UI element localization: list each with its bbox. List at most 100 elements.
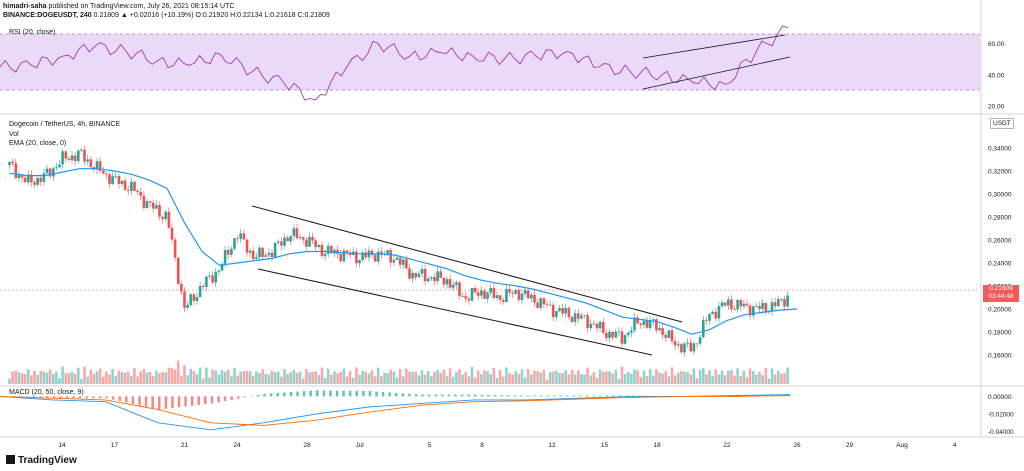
macd-histogram-bar — [513, 395, 516, 397]
candle-body — [586, 315, 589, 328]
volume-bar — [292, 369, 296, 384]
volume-bar — [192, 371, 196, 384]
candle-body — [455, 282, 458, 285]
candle-body — [467, 298, 471, 301]
y-tick-label: 60.00 — [988, 41, 1005, 48]
volume-bar — [139, 371, 142, 384]
volume-bar — [173, 369, 177, 384]
candle-body — [473, 288, 477, 293]
volume-bar — [242, 370, 246, 384]
volume-bar — [723, 375, 727, 384]
macd-histogram-bar — [579, 395, 582, 397]
publisher-name[interactable]: himadri-saha — [3, 3, 47, 10]
candle-body — [405, 259, 408, 269]
volume-bar — [564, 370, 567, 384]
candle-body — [36, 177, 39, 185]
volume-bar — [155, 370, 158, 384]
x-tick-label: 26 — [793, 442, 801, 449]
volume-bar — [689, 374, 693, 384]
x-tick-label: 12 — [548, 442, 556, 449]
volume-bar — [401, 376, 405, 384]
macd-histogram-bar — [599, 395, 602, 397]
volume-bar — [539, 372, 542, 384]
volume-bar — [142, 369, 146, 384]
volume-bar — [764, 368, 768, 384]
candle-body — [508, 289, 511, 293]
candles — [8, 145, 789, 357]
volume-bar — [186, 375, 189, 384]
volume-bar — [226, 369, 230, 384]
candle-body — [748, 305, 752, 316]
volume-bar — [136, 376, 139, 384]
volume-bar — [289, 372, 292, 384]
candle-body — [267, 252, 271, 256]
x-axis-labels: 14 17 21 24 28 Jul 5 8 12 15 18 22 26 29 Aug 4 — [58, 442, 956, 449]
macd-histogram-bar — [526, 395, 530, 397]
candle-body — [33, 182, 36, 185]
volume-bar — [273, 372, 277, 384]
currency-badge[interactable]: USDT — [990, 118, 1014, 129]
volume-bar — [686, 372, 689, 384]
volume-bar — [770, 368, 774, 384]
volume-bar — [636, 370, 639, 384]
volume-bar — [61, 366, 64, 384]
volume-bar — [380, 376, 383, 384]
macd-histogram-bar — [342, 390, 345, 397]
candle-body — [314, 240, 317, 248]
candle-body — [483, 290, 486, 299]
volume-bar — [180, 376, 183, 384]
candle-body — [311, 236, 314, 241]
macd-histogram-bar — [98, 396, 102, 399]
candle-body — [392, 259, 396, 263]
candle-body — [270, 252, 274, 257]
volume-bar — [267, 374, 271, 384]
volume-bar — [405, 368, 408, 384]
candle-body — [551, 304, 555, 318]
candle-body — [583, 315, 586, 316]
volume-bar — [70, 371, 74, 384]
volume-bar — [673, 375, 677, 384]
macd-histogram-bar — [111, 396, 115, 400]
volume-bar — [605, 371, 608, 384]
macd-histogram-bar — [164, 396, 168, 409]
macd-histogram-bar — [26, 396, 29, 398]
macd-histogram-bar — [217, 396, 220, 403]
volume-bar — [14, 370, 18, 384]
candle-body — [70, 155, 74, 161]
candle-body — [64, 151, 68, 159]
candle-body — [602, 322, 605, 333]
volume-bar — [123, 372, 127, 384]
channel-upper-trendline — [251, 205, 683, 323]
candle-body — [680, 344, 683, 353]
volume-bar — [105, 371, 108, 384]
candle-body — [148, 201, 152, 203]
y-tick-label: 0.32000 — [988, 169, 1012, 176]
candle-body — [423, 269, 427, 282]
volume-bar — [667, 376, 671, 384]
volume-bar — [705, 374, 708, 384]
tradingview-brand[interactable]: TradingView — [6, 455, 77, 466]
candle-body — [667, 330, 671, 338]
volume-bar — [102, 376, 105, 384]
y-tick-label: 40.00 — [988, 72, 1005, 79]
y-tick-label: 0.20000 — [988, 307, 1012, 314]
macd-histogram-bar — [467, 394, 470, 397]
candle-body — [573, 313, 577, 322]
volume-bar — [445, 376, 449, 384]
macd-histogram-bar — [210, 396, 214, 404]
candle-body — [530, 294, 533, 299]
macd-histogram-bar — [401, 393, 405, 397]
volume-bar — [567, 374, 571, 384]
candle-body — [492, 288, 496, 298]
volume-bar — [42, 371, 46, 384]
macd-histogram-bar — [566, 395, 569, 397]
volume-bar — [39, 370, 43, 384]
volume-bar — [720, 370, 724, 384]
volume-bar — [652, 375, 655, 384]
candle-body — [561, 308, 564, 314]
x-tick-label: 24 — [233, 442, 241, 449]
candle-body — [42, 173, 46, 182]
candle-body — [752, 306, 755, 316]
candle-body — [83, 149, 86, 162]
candle-body — [164, 211, 167, 219]
